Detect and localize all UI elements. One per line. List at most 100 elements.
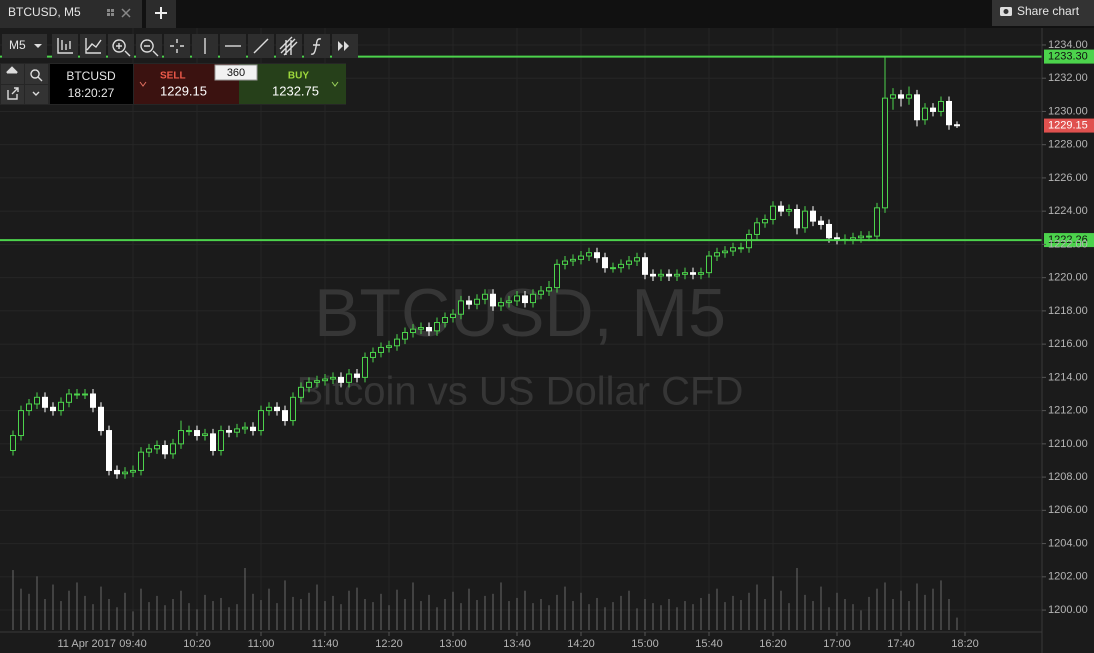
candle-body [26, 403, 32, 412]
indicator-tool[interactable] [304, 34, 330, 58]
volume-bar [84, 595, 86, 630]
candle-body [282, 410, 288, 422]
candle-body [106, 430, 112, 471]
volume-bar [364, 599, 366, 630]
candle-body [258, 410, 264, 432]
y-tick-label: 1222.00 [1048, 238, 1088, 250]
volume-bar [284, 580, 286, 630]
y-tick-label: 1228.00 [1048, 139, 1088, 151]
volume-bar [36, 576, 38, 630]
volume-bar [924, 594, 926, 630]
volume-bar [556, 594, 558, 630]
candle-body [338, 376, 344, 383]
candle-body [330, 376, 336, 380]
level-label: 1222.26 [1048, 234, 1088, 246]
grid-layer [0, 28, 1042, 630]
candle-body [98, 406, 104, 432]
volume-bar [324, 601, 326, 630]
volume-bar [724, 602, 726, 630]
tool-button[interactable] [52, 34, 78, 58]
volume-bar [548, 605, 550, 630]
popout-button[interactable] [1, 85, 24, 104]
candle-body [562, 260, 568, 265]
collapse-button[interactable] [1, 64, 24, 84]
candle-body [74, 393, 80, 396]
y-tick-label: 1232.00 [1048, 72, 1088, 84]
volume-bar [276, 603, 278, 630]
candle-body [522, 295, 528, 304]
volume-bar [76, 582, 78, 630]
volume-bar [212, 601, 214, 630]
x-tick-label: 18:20 [951, 638, 979, 650]
candle-body [498, 302, 504, 307]
tab[interactable] [0, 0, 142, 28]
candle-body [682, 272, 688, 275]
volume-bar [228, 607, 230, 630]
x-tick-label: 13:40 [503, 638, 531, 650]
tool-icon [170, 39, 184, 53]
candle-body [802, 210, 808, 229]
volume-bar [236, 604, 238, 630]
volume-bar [500, 582, 502, 630]
volume-bar [220, 597, 222, 630]
volume-bar [516, 597, 518, 630]
candle-body [738, 247, 744, 250]
channel-tool[interactable] [276, 34, 302, 58]
volume-bar [300, 599, 302, 630]
volume-bar [124, 592, 126, 630]
y-tick-label: 1220.00 [1048, 272, 1088, 284]
volume-bar [316, 584, 318, 630]
volume-bar [204, 594, 206, 630]
candle-body [706, 255, 712, 274]
volume-bar [716, 588, 718, 630]
volume-bar [348, 590, 350, 630]
tab-close[interactable] [121, 8, 131, 18]
volume-bar [396, 589, 398, 630]
volume-bar [660, 605, 662, 630]
candle-body [658, 273, 664, 277]
x-tick-label: 12:20 [375, 638, 403, 650]
search-icon [30, 69, 43, 82]
y-tick-label: 1200.00 [1048, 604, 1088, 616]
crosshair[interactable] [164, 34, 190, 58]
tool-icon [279, 36, 298, 56]
y-tick-label: 1210.00 [1048, 438, 1088, 450]
volume-bar [604, 607, 606, 630]
volume-bar [332, 595, 334, 630]
candle-body [18, 410, 24, 437]
price-label: 1229.15 [1048, 119, 1088, 131]
tool-button[interactable] [80, 34, 106, 58]
volume-bar [572, 601, 574, 630]
candle-body [730, 247, 736, 252]
volume-bar [44, 599, 46, 630]
candle-body [458, 300, 464, 315]
candle-body [418, 327, 424, 330]
candle-body [42, 396, 48, 408]
volume-bar [132, 611, 134, 630]
candle-body [770, 205, 776, 220]
candle-body [474, 298, 480, 305]
y-tick-label: 1216.00 [1048, 338, 1088, 350]
level-tag [1044, 49, 1094, 64]
candle-body [634, 257, 640, 262]
candle-body [626, 260, 632, 265]
timeframe-label: M5 [9, 38, 26, 52]
candle-body [530, 293, 536, 304]
volume-bar [372, 602, 374, 630]
volume-bar [684, 601, 686, 630]
x-tick-label: 11:40 [312, 638, 339, 650]
tab-grid-icon[interactable] [107, 9, 114, 16]
price-tag [1044, 118, 1094, 133]
candle-body [146, 448, 152, 453]
candle-body [210, 433, 216, 451]
volume-bar [636, 608, 638, 630]
volume-bar [12, 570, 14, 630]
search-button[interactable] [25, 64, 48, 84]
candle-body [370, 351, 376, 358]
sell-label: SELL [160, 71, 186, 82]
candle-body [698, 272, 704, 275]
volume-bar [484, 595, 486, 630]
candle-body [322, 378, 328, 382]
tool-icon [112, 39, 131, 57]
